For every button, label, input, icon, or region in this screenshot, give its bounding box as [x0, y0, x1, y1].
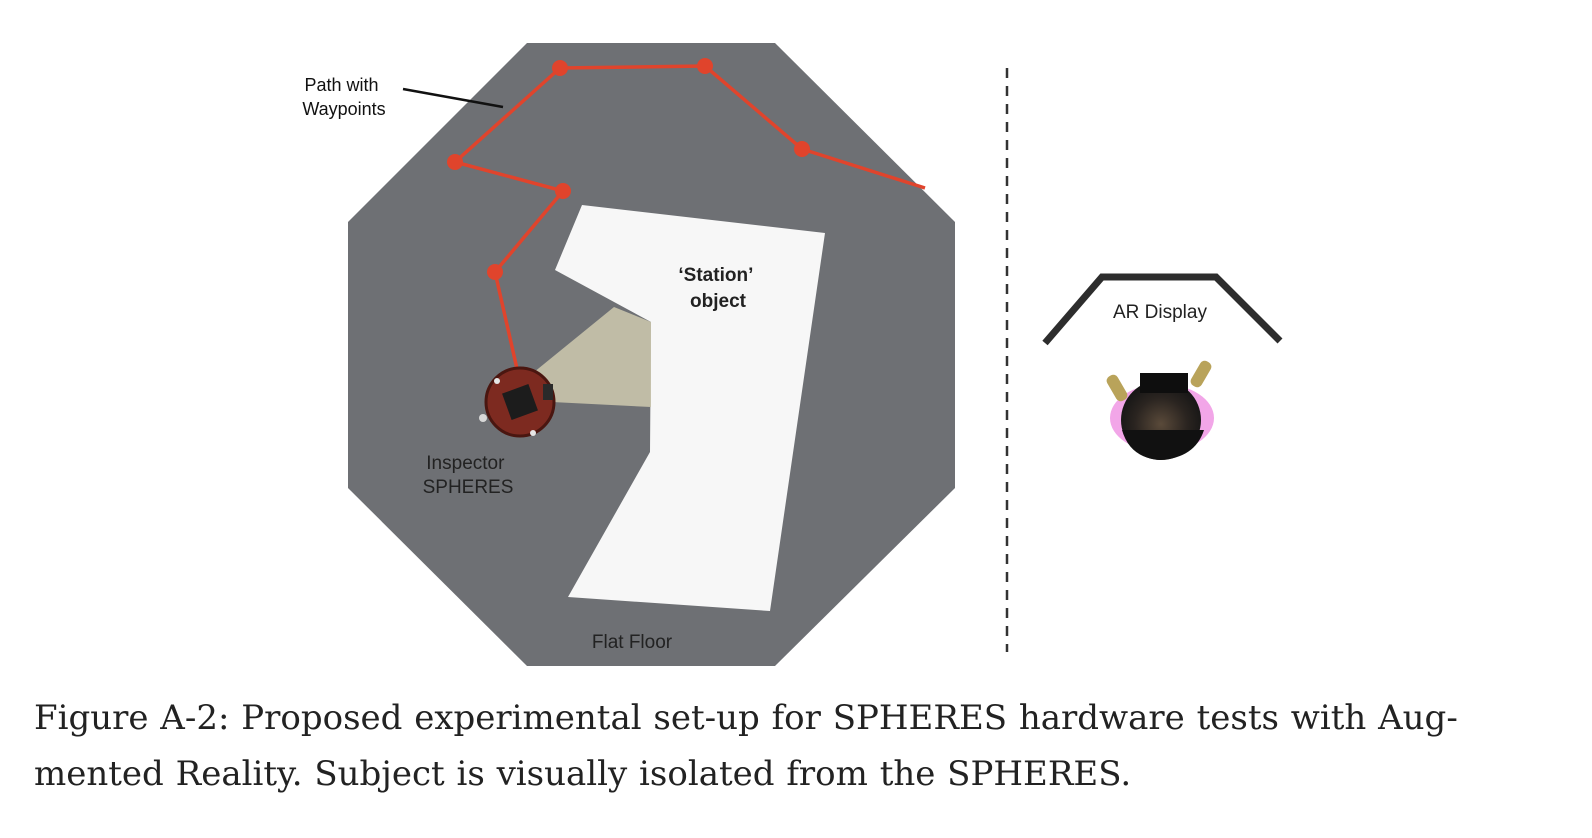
station-object [555, 205, 825, 611]
station-label-line-1: ‘Station’ [678, 265, 752, 286]
station-label: ‘Station’ object [678, 265, 757, 312]
station-label-line-2: object [690, 291, 747, 312]
waypoint-marker [555, 183, 571, 199]
caption-line-1: Figure A-2: Proposed experimental set-up… [34, 698, 1458, 738]
experimental-setup-figure: Path with Waypoints ‘Station’ object Ins… [302, 43, 1283, 666]
subject-person-topview [1106, 360, 1214, 460]
path-label-line-2: Waypoints [302, 99, 385, 119]
ar-display-label: AR Display [1113, 302, 1207, 323]
waypoint-marker [552, 60, 568, 76]
inspector-label: Inspector SPHERES [423, 453, 514, 498]
waypoint-marker [487, 264, 503, 280]
path-label-pointer [402, 87, 504, 109]
waypoint-marker [447, 154, 463, 170]
inspector-view-cone [528, 307, 651, 407]
waypoint-marker [794, 141, 810, 157]
path-label: Path with Waypoints [302, 75, 385, 119]
flat-floor-label: Flat Floor [592, 632, 673, 653]
waypoint-path [447, 58, 926, 383]
ar-display-screen [1042, 273, 1283, 346]
waypoint-marker [697, 58, 713, 74]
inspector-spheres-robot [479, 366, 556, 438]
figure-caption: Figure A-2: Proposed experimental set-up… [34, 690, 1564, 802]
inspector-label-line-1: Inspector [426, 453, 505, 474]
path-label-line-1: Path with [304, 75, 378, 95]
caption-line-2: mented Reality. Subject is visually isol… [34, 754, 1132, 794]
inspector-label-line-2: SPHERES [423, 477, 514, 498]
setup-diagram: Path with Waypoints ‘Station’ object Ins… [302, 43, 1283, 666]
